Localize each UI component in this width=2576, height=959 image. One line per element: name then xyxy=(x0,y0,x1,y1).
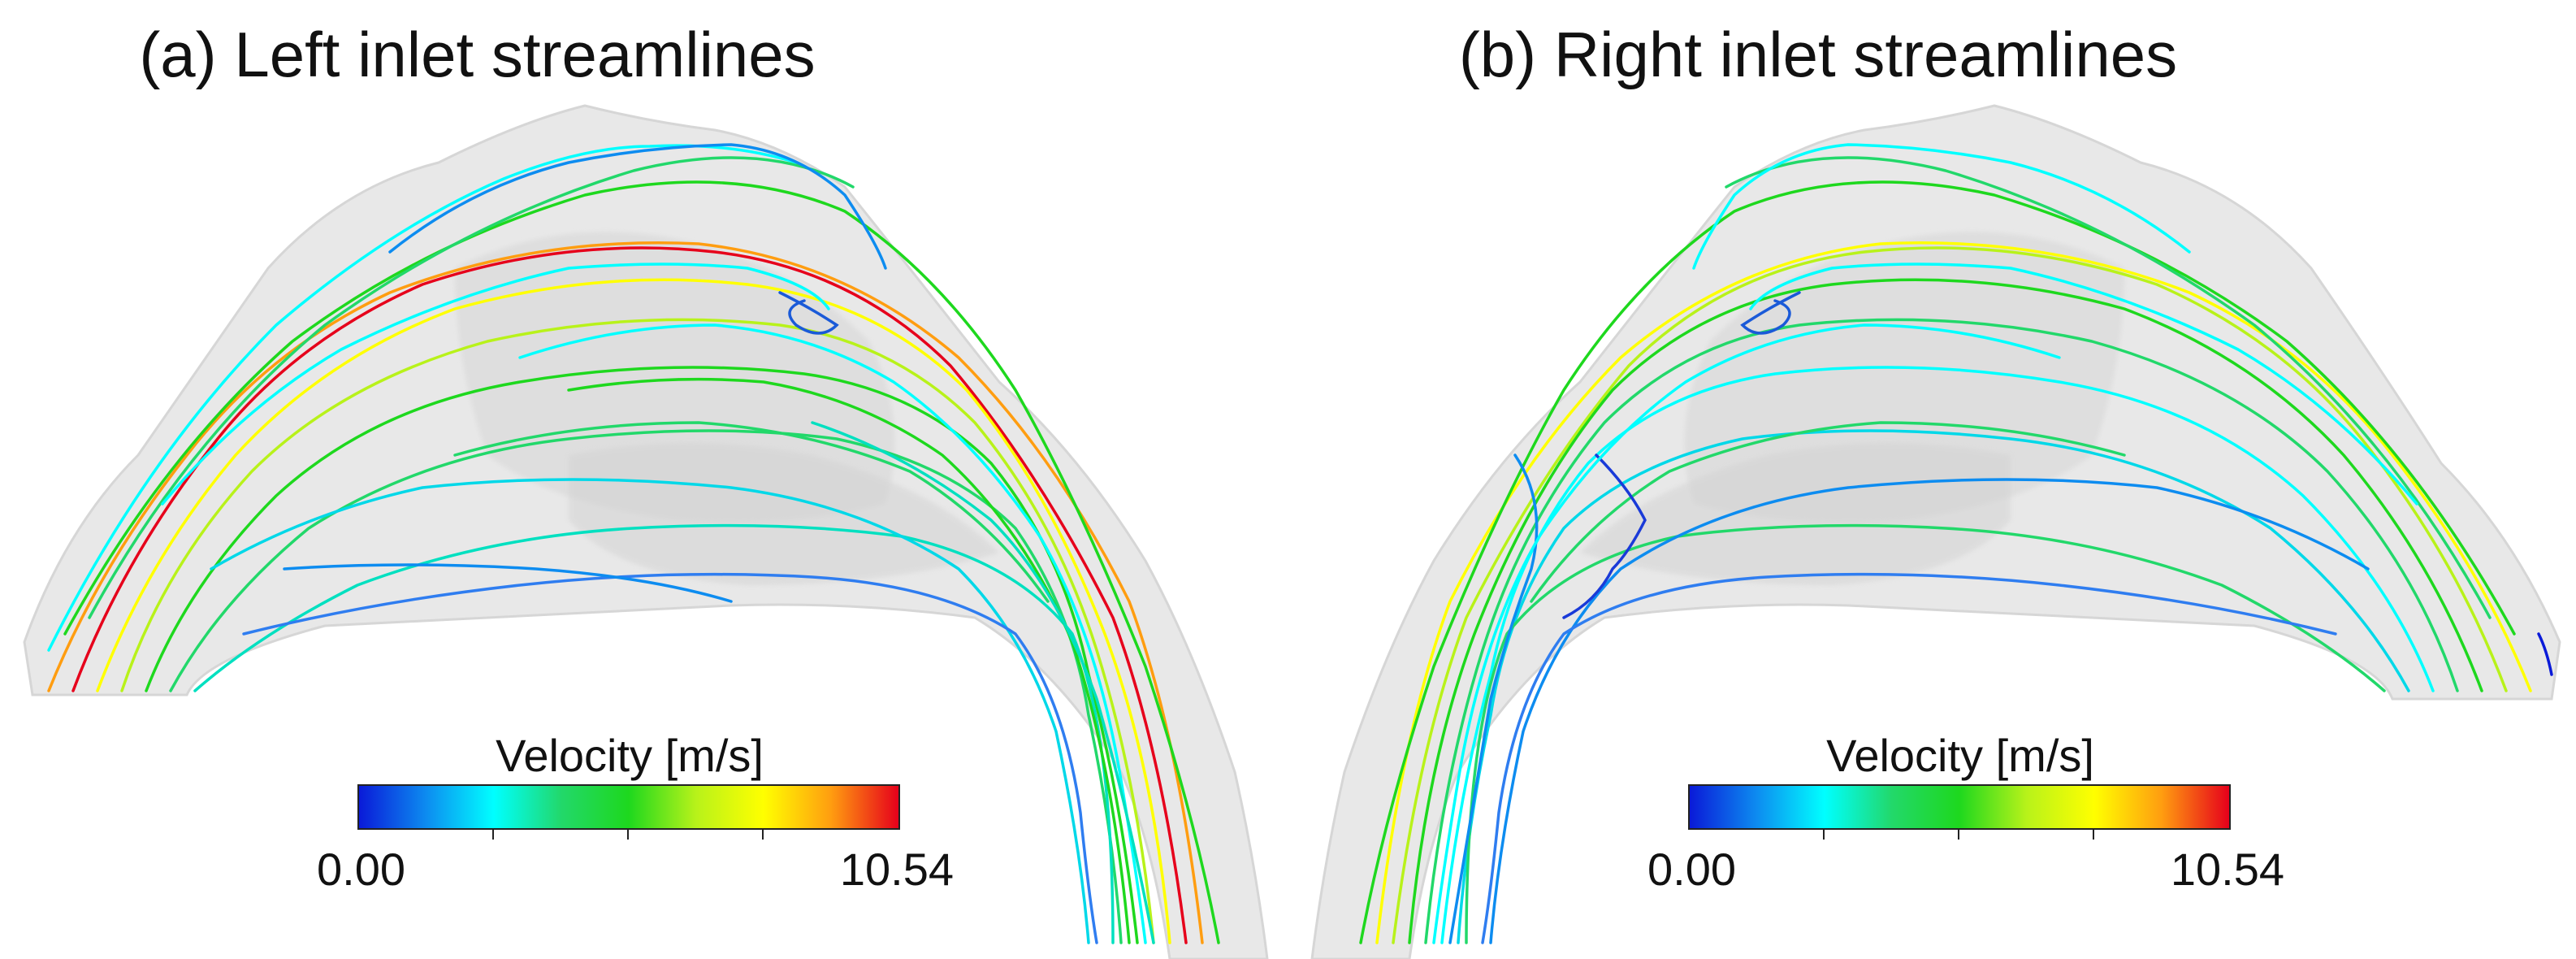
panel-left-inlet: (a) Left inlet streamlines xyxy=(23,19,1269,959)
colorbar-title: Velocity [m/s] xyxy=(496,730,764,781)
colorbar-min-label: 0.00 xyxy=(317,844,405,895)
colorbar-tick xyxy=(2093,828,2094,840)
colorbar-right: Velocity [m/s] 0.00 10.54 xyxy=(1647,727,2284,900)
streamlines xyxy=(47,143,1220,944)
streamline-plot-right xyxy=(1310,104,2561,959)
colorbar-left: Velocity [m/s] 0.00 10.54 xyxy=(317,727,954,900)
panel-title: (b) Right inlet streamlines xyxy=(1458,19,2178,90)
colorbar-tick xyxy=(1958,828,1959,840)
colorbar-title: Velocity [m/s] xyxy=(1826,730,2094,781)
colorbar-min-label: 0.00 xyxy=(1647,844,1736,895)
colorbar-tick xyxy=(1823,828,1825,840)
streamlines xyxy=(1359,143,2553,944)
colorbar-max-label: 10.54 xyxy=(2170,844,2284,895)
panel-right-inlet: (b) Right inlet streamlines xyxy=(1288,0,2576,959)
colorbar-max-label: 10.54 xyxy=(839,844,954,895)
streamline-plot-left xyxy=(23,104,1269,959)
colorbar-gradient xyxy=(357,784,900,840)
colorbar-gradient xyxy=(1688,784,2231,840)
panel-title: (a) Left inlet streamlines xyxy=(139,19,816,90)
colorbar-tick xyxy=(627,828,629,840)
colorbar-tick xyxy=(492,828,494,840)
colorbar-tick xyxy=(762,828,764,840)
